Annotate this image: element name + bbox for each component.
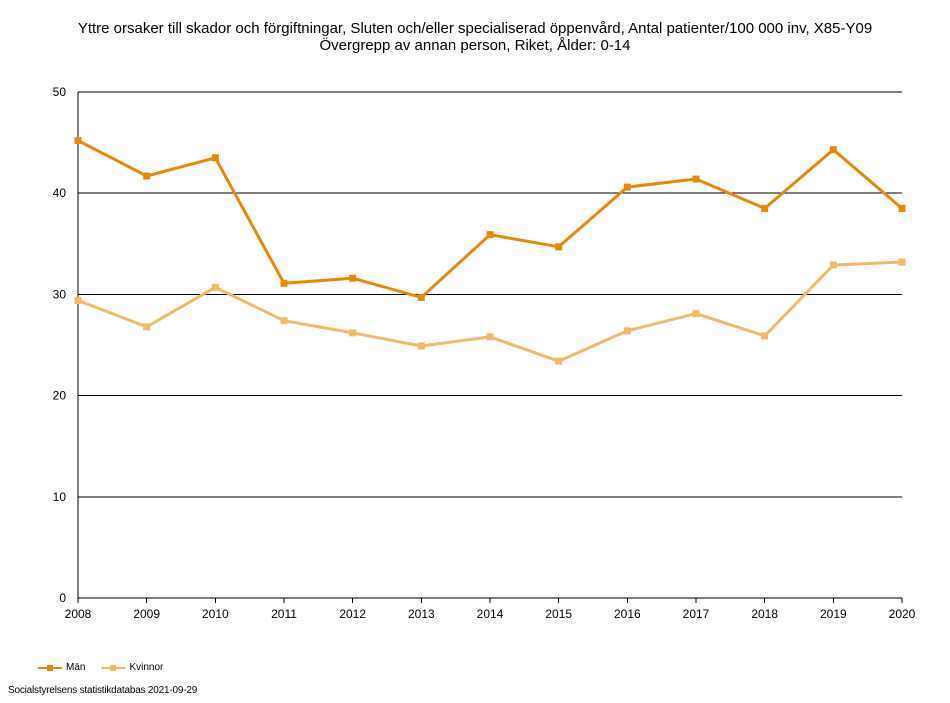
x-tick-label: 2009 [133, 607, 160, 621]
y-tick-label: 30 [53, 287, 67, 301]
legend-swatch-man [38, 664, 62, 671]
data-point-1-2012 [349, 329, 357, 337]
legend: Män Kvinnor [38, 662, 179, 673]
data-point-1-2016 [623, 327, 631, 335]
x-tick-label: 2016 [614, 607, 641, 621]
data-point-1-2008 [74, 296, 82, 304]
x-tick-label: 2013 [408, 607, 435, 621]
y-tick-label: 50 [53, 85, 67, 99]
data-point-0-2013 [417, 293, 425, 301]
x-tick-label: 2011 [271, 607, 297, 621]
data-point-1-2011 [280, 317, 288, 325]
data-point-1-2010 [211, 283, 219, 291]
legend-item-kvinnor: Kvinnor [101, 662, 163, 673]
data-point-0-2009 [143, 172, 151, 180]
data-point-1-2009 [143, 323, 151, 331]
data-point-0-2019 [829, 146, 837, 154]
x-tick-label: 2018 [751, 607, 778, 621]
legend-label-kvinnor: Kvinnor [129, 662, 164, 673]
x-tick-label: 2019 [820, 607, 847, 621]
data-point-0-2016 [623, 183, 631, 191]
data-point-1-2020 [898, 258, 906, 266]
y-tick-label: 40 [53, 186, 67, 200]
legend-item-man: Män [38, 662, 85, 673]
data-point-0-2008 [74, 137, 82, 145]
data-point-0-2015 [555, 243, 563, 251]
data-point-1-2019 [829, 261, 837, 269]
source-note: Socialstyrelsens statistikdatabas 2021-0… [8, 685, 198, 696]
x-tick-label: 2012 [339, 607, 366, 621]
chart-title-line2: Övergrepp av annan person, Riket, Ålder:… [319, 37, 631, 54]
data-point-0-2020 [898, 204, 906, 212]
data-point-0-2017 [692, 175, 700, 183]
data-point-1-2018 [761, 332, 769, 340]
data-point-1-2015 [555, 357, 563, 365]
x-tick-label: 2010 [202, 607, 229, 621]
data-point-0-2014 [486, 231, 494, 239]
chart-title: Yttre orsaker till skador och förgiftnin… [0, 20, 950, 54]
y-tick-label: 0 [59, 591, 66, 605]
series-line-1 [77, 260, 903, 363]
x-tick-label: 2008 [65, 607, 92, 621]
y-tick-label: 10 [53, 490, 67, 504]
x-tick-label: 2020 [889, 607, 916, 621]
x-tick-label: 2014 [477, 607, 504, 621]
data-point-0-2011 [280, 279, 288, 287]
data-point-0-2012 [349, 274, 357, 282]
data-point-1-2014 [486, 333, 494, 341]
data-point-0-2010 [211, 154, 219, 162]
series-line-0 [77, 139, 903, 299]
x-tick-label: 2015 [545, 607, 572, 621]
legend-swatch-kvinnor [101, 664, 126, 671]
legend-label-man: Män [66, 662, 86, 673]
chart-title-line1: Yttre orsaker till skador och förgiftnin… [77, 20, 873, 37]
data-point-1-2017 [692, 310, 700, 318]
data-point-0-2018 [761, 204, 769, 212]
x-tick-label: 2017 [683, 607, 710, 621]
data-point-1-2013 [417, 342, 425, 350]
y-tick-label: 20 [53, 389, 67, 403]
